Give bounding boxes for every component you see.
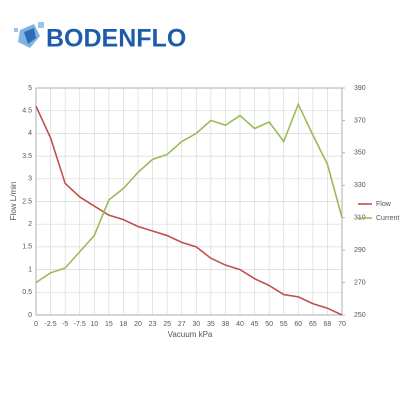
y2-tick-label: 250 xyxy=(354,312,366,319)
x-tick-label: 60 xyxy=(294,321,302,328)
legend-label: Flow xyxy=(376,201,392,208)
y2-tick-label: 290 xyxy=(354,247,366,254)
x-tick-label: 50 xyxy=(265,321,273,328)
x-tick-label: 23 xyxy=(149,321,157,328)
x-tick-label: -5 xyxy=(62,321,68,328)
x-tick-label: 20 xyxy=(134,321,142,328)
y-tick-label: 2 xyxy=(28,221,32,228)
y-tick-label: 2.5 xyxy=(22,198,32,205)
y-tick-label: 0.5 xyxy=(22,289,32,296)
x-tick-label: 25 xyxy=(163,321,171,328)
x-tick-label: 10 xyxy=(90,321,98,328)
x-tick-label: 70 xyxy=(338,321,346,328)
plot-frame xyxy=(35,87,343,316)
x-tick-label: 55 xyxy=(280,321,288,328)
logo-text: BODENFLO xyxy=(46,25,186,53)
y2-tick-label: 330 xyxy=(354,182,366,189)
x-tick-label: 68 xyxy=(324,321,332,328)
x-tick-label: 27 xyxy=(178,321,186,328)
y2-tick-label: 390 xyxy=(354,85,366,92)
x-tick-label: 35 xyxy=(207,321,215,328)
x-tick-label: 65 xyxy=(309,321,317,328)
y2-tick-label: 270 xyxy=(354,279,366,286)
x-axis-label: Vacuum kPa xyxy=(168,330,213,339)
x-tick-label: 0 xyxy=(34,321,38,328)
x-tick-label: 18 xyxy=(120,321,128,328)
y2-tick-label: 370 xyxy=(354,117,366,124)
y-tick-label: 4.5 xyxy=(22,108,32,115)
x-tick-label: -7.5 xyxy=(74,321,86,328)
y-tick-label: 4 xyxy=(28,130,32,137)
x-tick-label: 15 xyxy=(105,321,113,328)
y-tick-label: 1 xyxy=(28,266,32,273)
x-tick-label: 38 xyxy=(222,321,230,328)
y-tick-label: 1.5 xyxy=(22,244,32,251)
y2-tick-label: 350 xyxy=(354,150,366,157)
y-axis-label: Flow L/min xyxy=(9,182,18,221)
x-tick-label: 30 xyxy=(192,321,200,328)
legend-label: Current xyxy=(376,215,399,222)
y-tick-label: 3 xyxy=(28,176,32,183)
y-tick-label: 3.5 xyxy=(22,153,32,160)
y-tick-label: 0 xyxy=(28,312,32,319)
x-tick-label: 40 xyxy=(236,321,244,328)
series-line xyxy=(35,105,343,316)
x-tick-label: -2.5 xyxy=(45,321,57,328)
logo-icon xyxy=(14,22,44,48)
y-tick-label: 5 xyxy=(28,85,32,92)
x-tick-label: 45 xyxy=(251,321,259,328)
series-line xyxy=(35,102,343,284)
